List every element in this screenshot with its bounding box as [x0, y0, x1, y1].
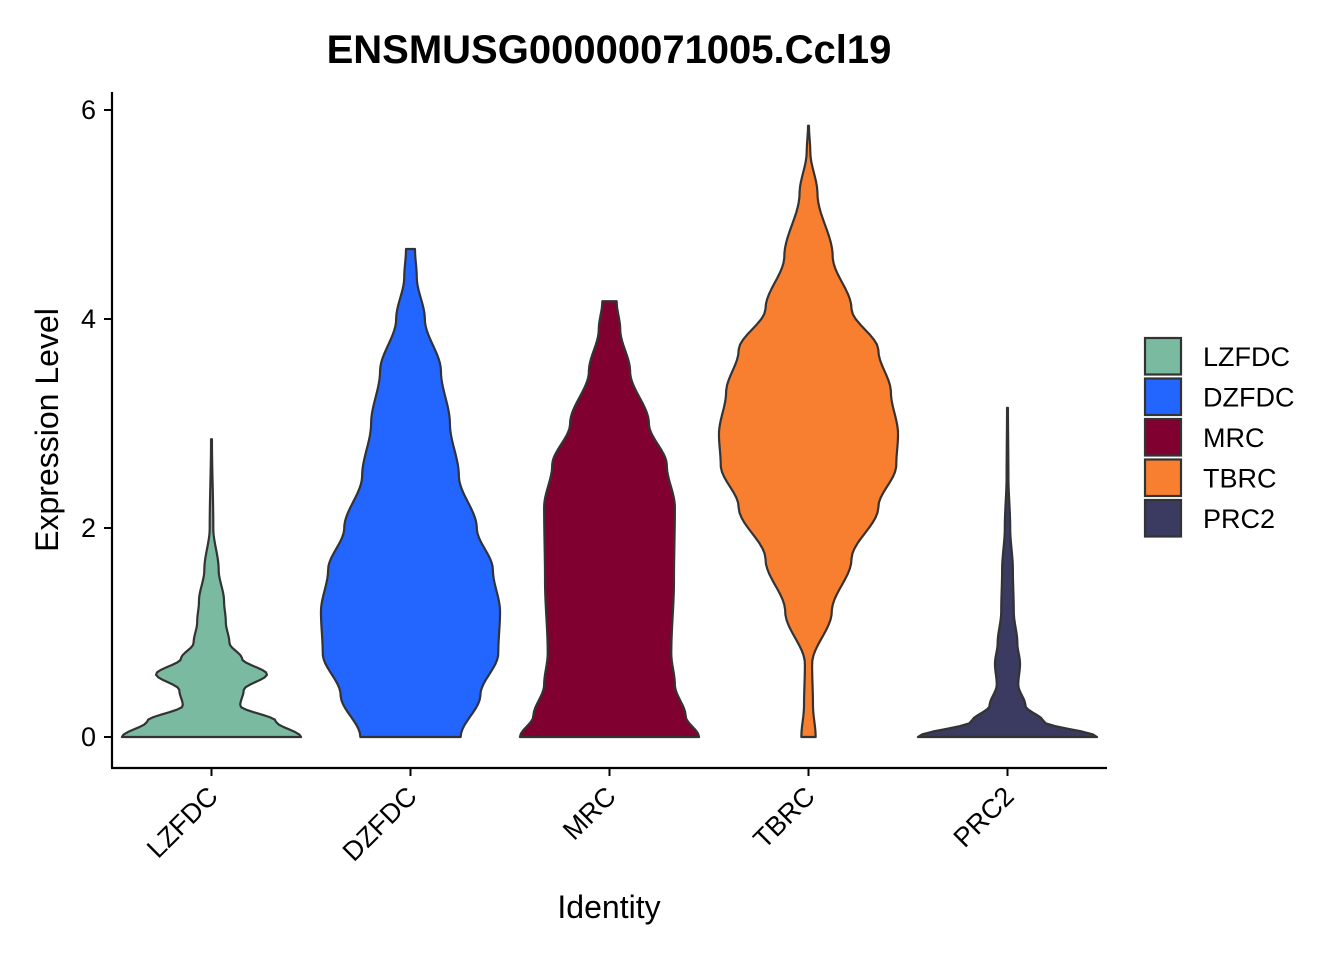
x-tick-label: DZFDC: [337, 781, 423, 867]
legend-label: MRC: [1203, 423, 1265, 453]
violin-lzfdc: [120, 438, 303, 739]
violin-prc2: [916, 406, 1099, 739]
legend-label: TBRC: [1203, 464, 1277, 494]
x-tick-label: LZFDC: [141, 781, 224, 864]
legend: LZFDC DZFDC MRC TBRC PRC2: [1143, 336, 1294, 538]
violin-dzfdc: [319, 247, 502, 739]
legend-label: LZFDC: [1203, 342, 1290, 372]
y-axis-label: Expression Level: [29, 308, 65, 552]
x-tick-label: PRC2: [948, 781, 1020, 853]
y-tick-label: 6: [81, 95, 96, 125]
y-tick-label: 0: [81, 722, 96, 752]
y-tick-label: 2: [81, 513, 96, 543]
x-axis-label: Identity: [557, 889, 660, 925]
x-tick-label: MRC: [557, 781, 622, 846]
legend-key-lzfdc: [1143, 336, 1183, 376]
y-axis-ticks: 0 2 4 6: [81, 95, 112, 752]
legend-label: DZFDC: [1203, 383, 1294, 413]
violins: [120, 124, 1099, 739]
legend-key-dzfdc: [1143, 377, 1183, 417]
violin-tbrc: [717, 124, 900, 739]
legend-key-mrc: [1143, 417, 1183, 457]
chart-title: ENSMUSG00000071005.Ccl19: [327, 28, 892, 72]
legend-label: PRC2: [1203, 504, 1275, 534]
x-tick-label: TBRC: [748, 781, 821, 854]
x-axis-ticks: LZFDC DZFDC MRC TBRC PRC2: [141, 768, 1020, 867]
legend-key-tbrc: [1143, 458, 1183, 498]
legend-key-prc2: [1143, 498, 1183, 538]
y-tick-label: 4: [81, 304, 96, 334]
violin-mrc: [518, 300, 701, 739]
